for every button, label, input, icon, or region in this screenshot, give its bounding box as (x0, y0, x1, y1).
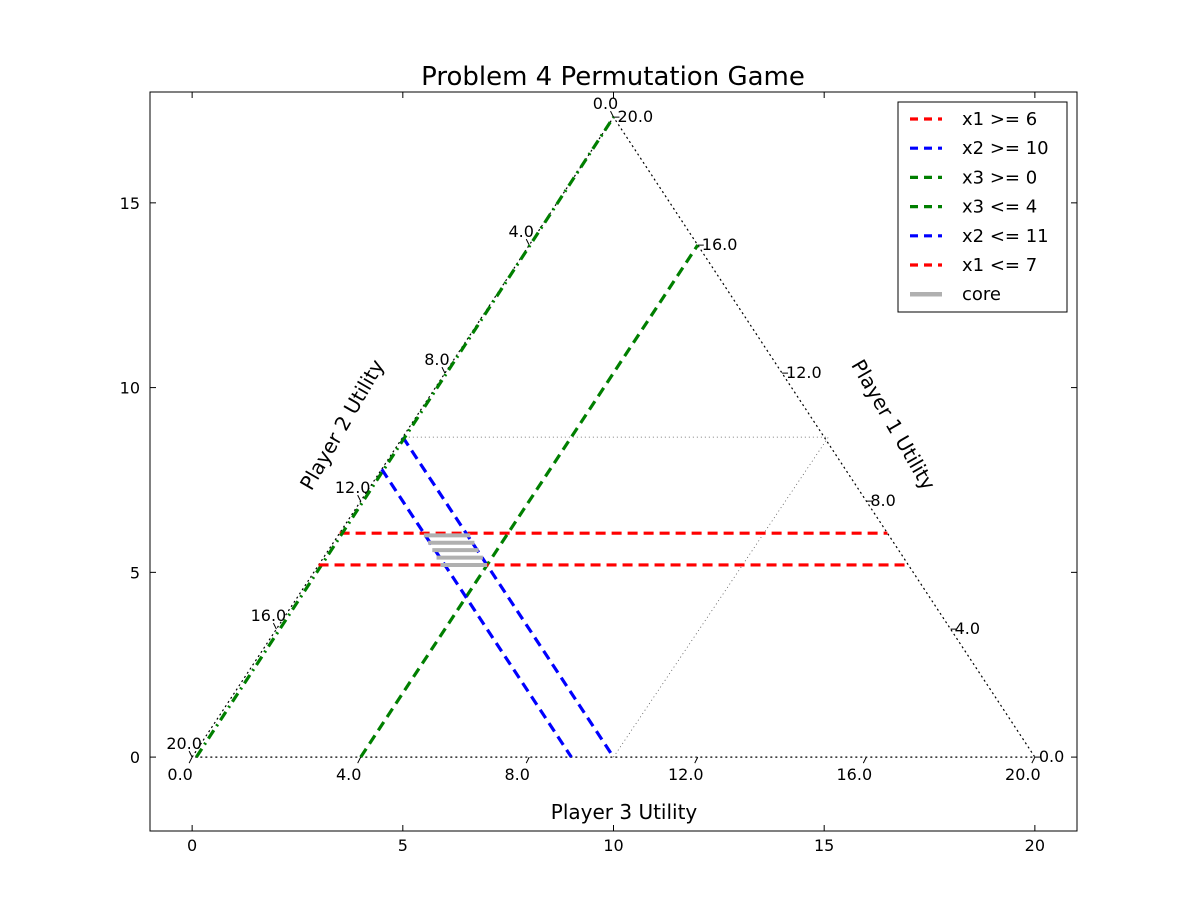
x-tick-label: 10 (603, 836, 623, 855)
series-line-4 (380, 468, 573, 758)
bottom-axis-tick (862, 756, 867, 764)
bottom-axis-tick (525, 756, 530, 764)
y-tick-label: 0 (130, 748, 140, 767)
x-tick-label: 15 (814, 836, 834, 855)
right-axis-tick-label: 0.0 (1039, 747, 1064, 766)
right-axis-tick-label: 20.0 (618, 107, 654, 126)
left-axis-tick (441, 366, 446, 374)
bottom-axis-tick-label: 8.0 (505, 765, 530, 784)
x-tick-label: 20 (1025, 836, 1045, 855)
legend-label: x1 >= 6 (962, 109, 1037, 130)
x-tick-label: 0 (187, 836, 197, 855)
y-tick-label: 10 (120, 379, 140, 398)
right-axis-tick-label: 4.0 (955, 619, 980, 638)
legend-label: core (962, 284, 1001, 305)
left-axis-tick-label: 0.0 (593, 94, 618, 113)
left-axis-tick (188, 750, 193, 758)
legend-label: x3 >= 0 (962, 167, 1037, 188)
bottom-axis-tick-label: 4.0 (336, 765, 361, 784)
left-axis-tick-label: 8.0 (424, 350, 449, 369)
y-tick-label: 5 (130, 563, 140, 582)
bottom-axis-tick (694, 756, 699, 764)
right-axis-title: Player 1 Utility (846, 355, 940, 494)
bottom-axis-tick-label: 20.0 (1005, 765, 1041, 784)
bottom-axis-tick-label: 12.0 (668, 765, 704, 784)
y-tick-label: 15 (120, 194, 140, 213)
bottom-axis-tick (1031, 756, 1036, 764)
left-axis-tick-label: 16.0 (251, 606, 287, 625)
left-axis-tick (525, 238, 530, 246)
left-axis-tick (272, 622, 277, 630)
left-axis-tick-label: 4.0 (509, 222, 534, 241)
left-axis-tick-label: 12.0 (335, 478, 371, 497)
bottom-axis-tick-label: 0.0 (167, 765, 192, 784)
legend-label: x3 <= 4 (962, 197, 1037, 218)
left-axis-tick (610, 110, 614, 118)
right-axis-tick-label: 12.0 (786, 363, 822, 382)
left-axis-tick (357, 494, 362, 502)
right-axis-tick-label: 16.0 (702, 235, 738, 254)
chart-title: Problem 4 Permutation Game (421, 62, 805, 92)
left-axis-title: Player 2 Utility (295, 355, 389, 494)
guide-line (407, 436, 830, 758)
right-axis-tick-label: 8.0 (870, 491, 895, 510)
legend-label: x2 <= 11 (962, 226, 1049, 247)
series-line-1 (401, 436, 615, 758)
bottom-axis-tick (357, 756, 362, 764)
legend-label: x1 <= 7 (962, 255, 1037, 276)
x-tick-label: 5 (398, 836, 408, 855)
left-axis-tick-label: 20.0 (166, 734, 202, 753)
legend-label: x2 >= 10 (962, 138, 1049, 159)
series-line-2 (195, 116, 615, 758)
bottom-axis-tick (188, 756, 193, 764)
series-line-3 (359, 244, 700, 758)
chart-legend: x1 >= 6 x2 >= 10 x3 >= 0 x3 <= 4 x2 <= 11 x1 … (897, 101, 1068, 313)
bottom-axis-tick-label: 16.0 (837, 765, 873, 784)
bottom-axis-title: Player 3 Utility (551, 800, 698, 824)
